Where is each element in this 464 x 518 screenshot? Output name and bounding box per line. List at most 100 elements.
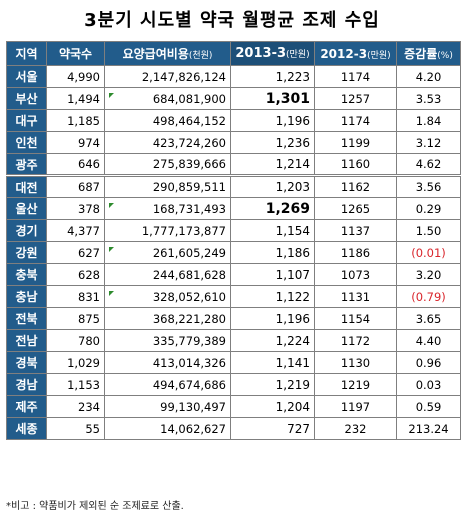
cell-2012: 1154 xyxy=(314,307,397,330)
cell-2013: 1,219 xyxy=(230,373,315,396)
cell-region-text: 제주 xyxy=(15,400,38,414)
error-flag-icon xyxy=(109,202,114,208)
cell-pharmacies-text: 974 xyxy=(78,135,100,150)
cell-region: 경남 xyxy=(6,373,47,396)
cell-2013-text: 1,224 xyxy=(275,333,310,348)
cell-pharmacies-text: 831 xyxy=(78,289,100,304)
cell-2012-text: 1137 xyxy=(340,223,371,238)
error-flag-icon xyxy=(109,246,114,252)
cell-2013-text: 1,269 xyxy=(265,200,310,217)
cell-region: 세종 xyxy=(6,417,47,440)
cell-2012: 1257 xyxy=(314,87,397,110)
cell-pharmacies: 875 xyxy=(46,307,105,330)
table-row: 경기 4,377 1,777,173,877 1,154 1137 1.50 xyxy=(6,219,461,242)
cell-benefit: 2,147,826,124 xyxy=(104,65,231,88)
cell-rate-text: 3.20 xyxy=(415,267,442,282)
cell-benefit-text: 423,724,260 xyxy=(152,135,226,150)
cell-pharmacies: 831 xyxy=(46,285,105,308)
header-2012-unit: (만원) xyxy=(367,50,391,61)
cell-benefit: 261,605,249 xyxy=(104,241,231,264)
cell-rate: 213.24 xyxy=(396,417,461,440)
cell-rate: 0.29 xyxy=(396,197,461,220)
cell-2013-text: 1,141 xyxy=(275,355,310,370)
cell-2012-text: 1265 xyxy=(340,201,371,216)
cell-region: 강원 xyxy=(6,241,47,264)
cell-2013-text: 1,196 xyxy=(275,311,310,326)
cell-benefit-text: 328,052,610 xyxy=(152,289,226,304)
header-2013-unit: (만원) xyxy=(286,50,310,60)
cell-2013-text: 727 xyxy=(287,421,310,436)
header-benefit-label: 요양급여비용 xyxy=(122,47,189,61)
cell-benefit: 244,681,628 xyxy=(104,263,231,286)
cell-2013: 1,203 xyxy=(230,174,315,198)
cell-pharmacies-text: 628 xyxy=(78,267,100,282)
cell-pharmacies-text: 4,990 xyxy=(67,69,100,84)
cell-2013: 1,224 xyxy=(230,329,315,352)
table-row: 서울 4,990 2,147,826,124 1,223 1174 4.20 xyxy=(6,65,461,88)
cell-region-text: 서울 xyxy=(15,70,38,84)
cell-rate: 0.96 xyxy=(396,351,461,374)
cell-region-text: 울산 xyxy=(15,202,38,216)
cell-rate: 1.84 xyxy=(396,109,461,132)
cell-2012: 1199 xyxy=(314,131,397,154)
pharmacy-revenue-table: 지역 약국수 요양급여비용(천원) 2013-3(만원) 2012-3(만원) … xyxy=(6,41,461,440)
cell-pharmacies: 646 xyxy=(46,153,105,176)
cell-benefit: 290,859,511 xyxy=(104,174,231,198)
cell-rate-text: 213.24 xyxy=(408,421,449,436)
table-row: 충북 628 244,681,628 1,107 1073 3.20 xyxy=(6,263,461,286)
table-row: 대전 687 290,859,511 1,203 1162 3.56 xyxy=(6,174,461,198)
cell-region: 충남 xyxy=(6,285,47,308)
cell-2012-text: 232 xyxy=(344,421,367,436)
cell-2012: 1137 xyxy=(314,219,397,242)
cell-benefit-text: 261,605,249 xyxy=(152,245,226,260)
cell-2013: 1,269 xyxy=(230,197,315,220)
cell-2013: 1,122 xyxy=(230,285,315,308)
cell-pharmacies: 1,185 xyxy=(46,109,105,132)
table-title: 3분기 시도별 약국 월평균 조제 수입 xyxy=(84,10,380,31)
cell-benefit-text: 494,674,686 xyxy=(152,377,226,392)
cell-rate-text: 0.96 xyxy=(415,355,442,370)
cell-region-text: 충남 xyxy=(15,290,38,304)
cell-2013: 1,196 xyxy=(230,307,315,330)
cell-rate: (0.79) xyxy=(396,285,461,308)
cell-2013-text: 1,219 xyxy=(275,377,310,392)
cell-pharmacies-text: 627 xyxy=(78,245,100,260)
cell-2012-text: 1199 xyxy=(340,135,371,150)
cell-benefit-text: 290,859,511 xyxy=(152,180,226,194)
cell-pharmacies: 1,153 xyxy=(46,373,105,396)
cell-region: 전북 xyxy=(6,307,47,330)
cell-region: 서울 xyxy=(6,65,47,88)
cell-pharmacies-text: 780 xyxy=(78,333,100,348)
cell-pharmacies: 780 xyxy=(46,329,105,352)
cell-region: 충북 xyxy=(6,263,47,286)
cell-2013: 1,186 xyxy=(230,241,315,264)
header-benefit-unit: (천원) xyxy=(188,51,213,61)
cell-2012: 1160 xyxy=(314,153,397,176)
table-row: 전북 875 368,221,280 1,196 1154 3.65 xyxy=(6,307,461,330)
table-body: 서울 4,990 2,147,826,124 1,223 1174 4.20 부산 1,494… xyxy=(6,65,461,440)
cell-rate-text: 3.65 xyxy=(415,311,442,326)
cell-pharmacies: 1,029 xyxy=(46,351,105,374)
cell-rate: 4.20 xyxy=(396,65,461,88)
cell-rate: 1.50 xyxy=(396,219,461,242)
cell-benefit-text: 14,062,627 xyxy=(160,421,226,436)
cell-pharmacies-text: 378 xyxy=(78,201,100,216)
cell-2012-text: 1154 xyxy=(340,311,371,326)
cell-2012-text: 1130 xyxy=(340,355,371,370)
table-row: 경남 1,153 494,674,686 1,219 1219 0.03 xyxy=(6,373,461,396)
cell-2012: 1131 xyxy=(314,285,397,308)
table-row: 전남 780 335,779,389 1,224 1172 4.40 xyxy=(6,329,461,352)
cell-benefit: 328,052,610 xyxy=(104,285,231,308)
cell-benefit: 498,464,152 xyxy=(104,109,231,132)
header-2012-label: 2012-3 xyxy=(320,46,368,61)
cell-2013-text: 1,107 xyxy=(275,267,310,282)
cell-benefit-text: 368,221,280 xyxy=(152,311,226,326)
cell-rate-text: 0.59 xyxy=(415,399,442,414)
cell-region-text: 대전 xyxy=(15,180,38,195)
cell-2012-text: 1197 xyxy=(340,399,371,414)
cell-rate-text: 3.53 xyxy=(415,91,442,106)
cell-2013: 1,154 xyxy=(230,219,315,242)
cell-2012-text: 1257 xyxy=(340,91,371,106)
cell-rate: 3.53 xyxy=(396,87,461,110)
cell-pharmacies-text: 687 xyxy=(78,180,100,194)
